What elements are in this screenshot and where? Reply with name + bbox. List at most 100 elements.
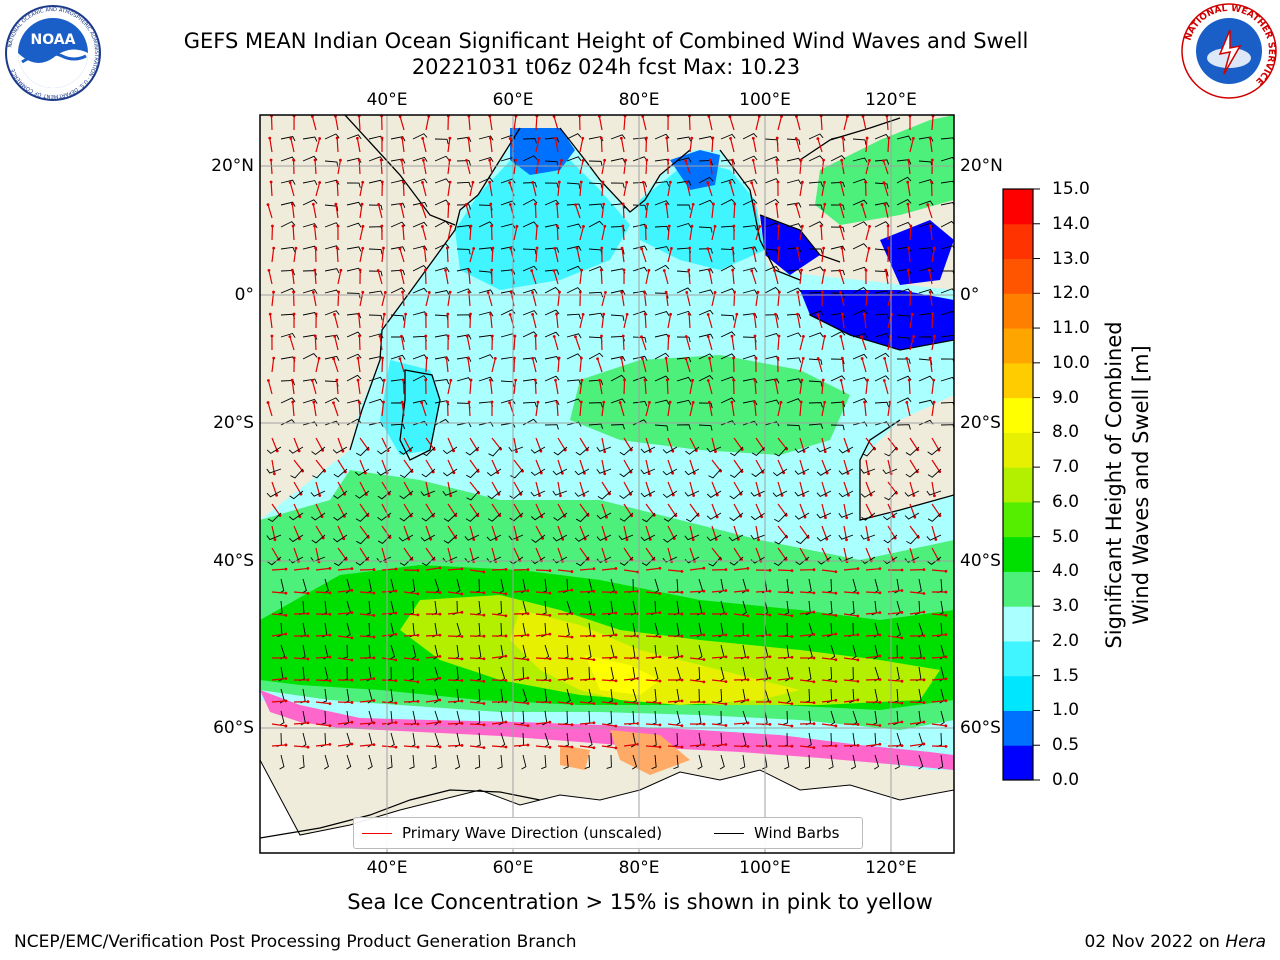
wave-direction-arrow (887, 402, 891, 417)
wave-direction-arrowhead (713, 290, 717, 294)
wave-direction-arrowhead (746, 566, 750, 570)
wave-direction-arrowhead (284, 743, 288, 747)
wave-direction-arrow (289, 182, 295, 197)
wave-direction-arrow (337, 568, 352, 571)
wave-direction-arrowhead (680, 678, 684, 682)
right-tick-20s: 20°S (960, 413, 1001, 433)
wind-barb (456, 267, 472, 274)
wave-direction-arrow (425, 745, 441, 748)
wind-barb (764, 248, 779, 256)
wind-barb (376, 468, 392, 476)
wind-barb (786, 269, 802, 275)
wind-barb (324, 420, 340, 426)
wave-direction-arrow (689, 634, 705, 637)
wave-direction-arrowhead (658, 723, 662, 727)
wave-direction-arrowhead (380, 136, 384, 140)
wave-direction-arrowhead (944, 724, 948, 728)
wave-direction-arrowhead (482, 702, 486, 705)
wave-direction-arrow (645, 745, 661, 748)
wind-barb (498, 578, 505, 594)
wave-direction-arrowhead (512, 356, 516, 360)
wave-direction-arrow (425, 503, 434, 517)
wave-direction-arrow (293, 547, 300, 562)
wind-barb (698, 578, 704, 594)
wave-direction-arrow (579, 701, 594, 705)
wave-direction-arrow (381, 402, 385, 417)
wave-direction-arrow (799, 226, 803, 241)
wind-barb (522, 331, 538, 338)
wave-direction-arrowhead (372, 635, 376, 639)
wind-barb (662, 556, 678, 563)
wave-direction-arrow (270, 181, 273, 197)
wave-direction-arrowhead (840, 356, 844, 360)
wave-direction-arrow (469, 525, 475, 540)
wave-direction-arrowhead (284, 699, 288, 703)
wind-barb (729, 468, 744, 478)
wind-barb (685, 446, 700, 455)
wave-direction-arrowhead (467, 400, 471, 404)
wind-barb (883, 534, 898, 544)
wave-direction-arrowhead (823, 202, 827, 206)
wave-direction-arrow (535, 503, 543, 517)
wave-direction-arrowhead (465, 159, 468, 162)
wave-direction-arrowhead (539, 449, 543, 453)
wave-direction-arrowhead (702, 722, 706, 726)
wave-direction-arrowhead (620, 290, 624, 294)
wave-direction-arrowhead (306, 721, 310, 725)
wave-direction-arrow (315, 437, 324, 451)
wind-barb (918, 267, 934, 273)
wind-barb (302, 353, 318, 360)
wave-direction-arrowhead (504, 567, 508, 571)
wave-direction-arrowhead (306, 591, 310, 595)
wave-direction-arrow (733, 314, 738, 329)
wave-direction-arrow (645, 723, 661, 726)
wave-direction-arrowhead (460, 679, 464, 682)
wave-direction-arrow (579, 270, 583, 285)
colorbar-tick-label: 5.0 (1052, 526, 1080, 547)
wind-barb (874, 375, 890, 382)
wave-direction-arrowhead (460, 699, 464, 703)
wave-direction-arrow (421, 182, 427, 197)
wave-direction-arrow (843, 568, 858, 571)
wave-direction-arrow (557, 525, 564, 540)
wave-direction-arrowhead (372, 568, 376, 571)
wave-direction-arrow (535, 160, 540, 175)
wave-direction-arrow (447, 203, 450, 219)
wave-direction-arrowhead (427, 290, 431, 294)
wave-direction-arrow (667, 655, 682, 659)
wave-direction-arrowhead (306, 634, 310, 638)
wind-barb (266, 490, 282, 498)
wave-direction-arrowhead (882, 181, 886, 185)
wave-direction-arrowhead (834, 724, 838, 728)
wave-direction-arrow (843, 459, 849, 474)
wave-direction-arrow (887, 679, 902, 682)
wind-barb (311, 512, 326, 521)
wave-direction-arrow (513, 657, 528, 661)
wave-direction-arrow (865, 655, 880, 659)
wave-direction-arrow (447, 679, 463, 682)
wave-direction-arrowhead (357, 400, 361, 404)
wave-direction-arrowhead (508, 137, 512, 140)
wave-direction-arrow (733, 481, 742, 495)
wave-direction-arrowhead (398, 247, 402, 251)
wave-direction-arrow (843, 744, 859, 747)
wind-barb (795, 534, 810, 545)
left-tick-0: 0° (234, 285, 254, 305)
wave-direction-arrow (359, 503, 369, 516)
wind-barb (849, 600, 855, 616)
wave-direction-arrowhead (469, 312, 472, 316)
footer-host: Hera (1225, 932, 1266, 952)
wind-barb (896, 199, 912, 206)
wave-direction-arrow (293, 567, 308, 571)
wave-direction-arrow (931, 723, 946, 727)
wave-direction-arrowhead (466, 136, 470, 140)
wave-direction-arrowhead (580, 268, 584, 272)
wave-direction-arrowhead (794, 203, 798, 206)
wave-direction-arrow (601, 612, 617, 615)
wave-direction-arrowhead (614, 611, 618, 615)
wave-direction-arrowhead (270, 334, 274, 338)
wave-direction-arrow (755, 437, 765, 450)
wind-barb (311, 534, 326, 544)
wave-direction-arrow (403, 525, 410, 540)
wave-direction-arrow (381, 612, 397, 615)
